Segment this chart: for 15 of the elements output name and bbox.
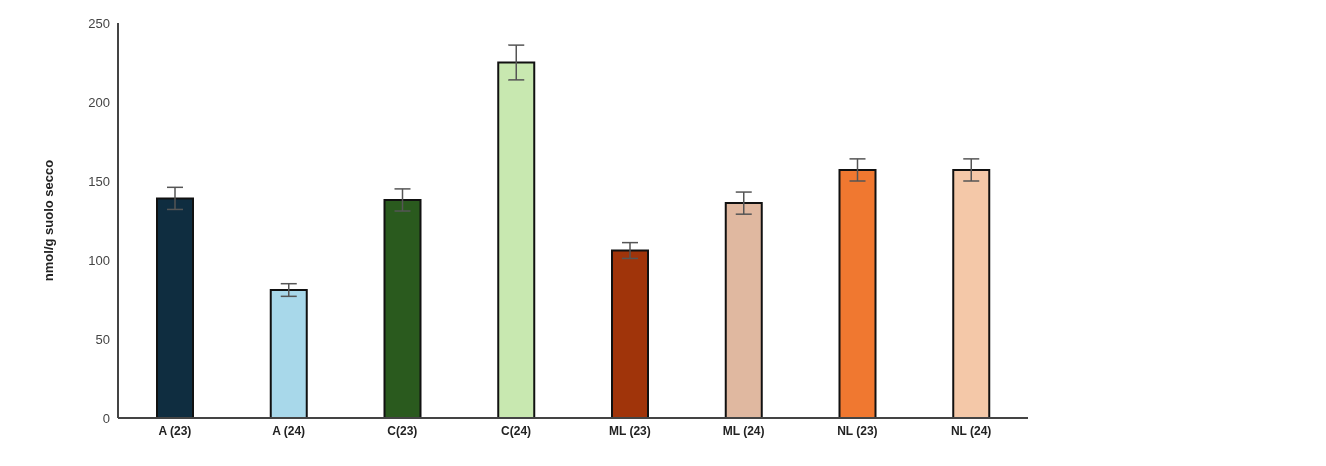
x-tick-label: ML (24) [722,423,765,438]
x-tick-label: ML (23) [608,423,651,438]
x-tick-label: A (24) [272,423,306,438]
y-tick-label: 200 [88,94,110,110]
y-tick-label: 50 [95,331,110,347]
y-tick-label: 150 [88,173,110,189]
x-tick-label: C(24) [501,423,532,438]
y-tick-label: 250 [88,15,110,31]
x-tick-label: C(23) [387,423,418,438]
y-tick-label: 0 [102,410,110,426]
y-tick-label: 100 [88,252,110,268]
x-tick-label: NL (24) [950,423,992,438]
x-tick-label: NL (23) [837,423,878,438]
x-tick-label: A (23) [158,423,192,438]
y-axis-title: nmol/g suolo secco [40,159,56,282]
